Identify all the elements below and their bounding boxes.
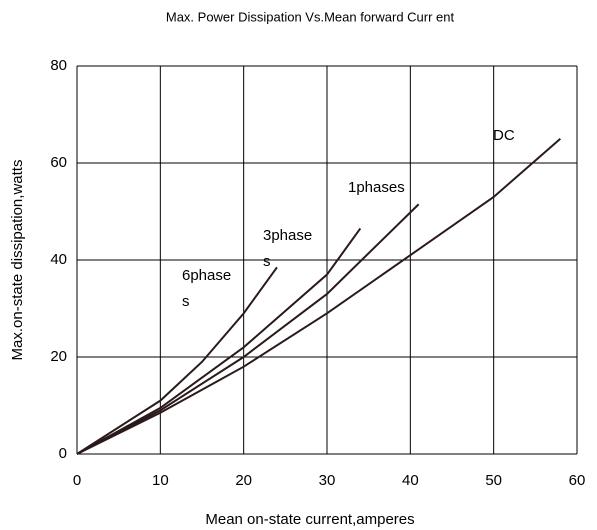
series-label: 3phase — [263, 227, 312, 244]
y-axis-title: Max.on-state dissipation,watts — [9, 160, 26, 361]
series-label: 6phase — [182, 267, 231, 284]
y-tick-label: 80 — [50, 57, 67, 74]
x-tick-label: 30 — [319, 472, 336, 489]
x-tick-label: 0 — [73, 472, 81, 489]
y-tick-label: 60 — [50, 154, 67, 171]
y-tick-label: 40 — [50, 251, 67, 268]
line — [76, 137, 561, 455]
y-tick-label: 0 — [59, 445, 67, 462]
x-tick-label: 50 — [485, 472, 502, 489]
x-tick-label: 10 — [152, 472, 169, 489]
series-label: 1phases — [348, 179, 405, 196]
line — [76, 266, 278, 455]
y-tick-label: 20 — [50, 348, 67, 365]
series-label: s — [263, 253, 271, 270]
line — [76, 227, 362, 455]
x-tick-label: 40 — [402, 472, 419, 489]
series-label: DC — [493, 127, 515, 144]
x-tick-label: 60 — [569, 472, 586, 489]
line — [76, 203, 420, 455]
x-axis-title: Mean on-state current,amperes — [205, 511, 414, 528]
x-tick-label: 20 — [235, 472, 252, 489]
chart-title: Max. Power Dissipation Vs.Mean forward C… — [166, 9, 455, 24]
series-label: s — [182, 293, 190, 310]
